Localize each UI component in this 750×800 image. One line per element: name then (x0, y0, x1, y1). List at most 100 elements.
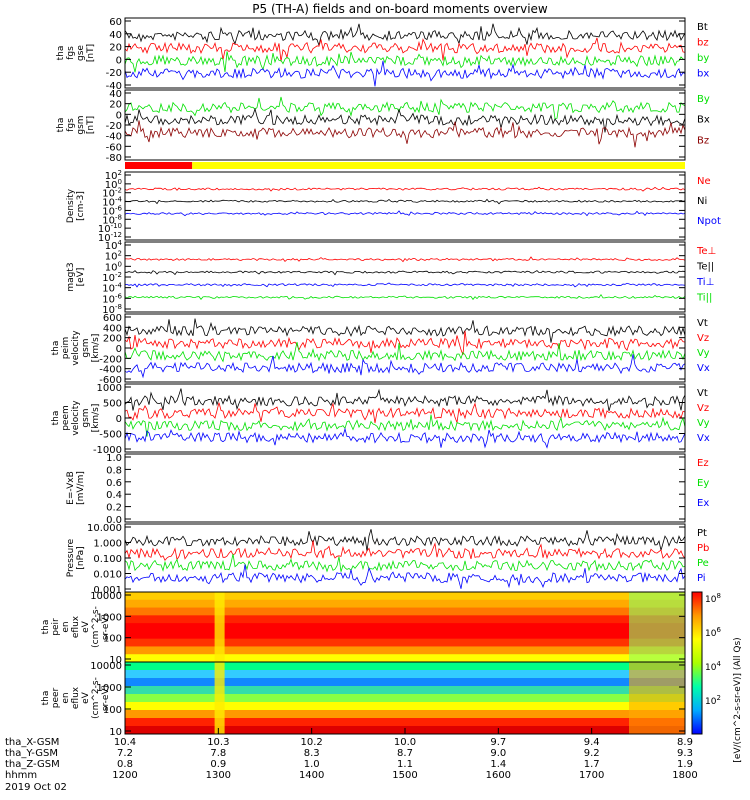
y-tick-label: -20 (106, 68, 122, 79)
spectrogram-band (125, 654, 685, 663)
legend-pressure-Pe: Pe (697, 558, 709, 569)
legend-density-Ni: Ni (697, 196, 707, 207)
series-fgs_gse-by (124, 51, 686, 73)
legend-efield-Ey: Ey (697, 478, 709, 489)
y-tick-label: 0 (116, 55, 122, 66)
xaxis-value: 1.7 (584, 759, 600, 770)
y-axis-label: [nT] (86, 116, 96, 134)
y-tick-label: 1.000 (93, 539, 122, 550)
y-axis-label: [mV/m] (76, 471, 86, 505)
y-axis-label: peer (51, 687, 61, 708)
series-peim_velocity-Vz (124, 330, 686, 355)
y-axis-label: eV (81, 620, 91, 633)
series-pressure-Pb (124, 540, 686, 562)
y-axis-label: [km/s] (91, 334, 101, 363)
legend-peim_velocity-Vz: Vz (697, 333, 709, 344)
y-axis-label: tha (41, 691, 51, 706)
y-tick-label: 100 (105, 260, 122, 273)
xaxis-value: 9.2 (584, 748, 600, 759)
legend-peim_velocity-Vx: Vx (697, 363, 710, 374)
xaxis-value: 1300 (206, 770, 231, 781)
y-tick-label: 1000 (97, 612, 122, 623)
series-fgs_gse-bx (124, 60, 686, 87)
legend-fgs_gsm-Bz: Bz (697, 135, 709, 146)
y-tick-label: 0.4 (106, 490, 122, 501)
xaxis-value: 1.0 (304, 759, 320, 770)
panel-frame (124, 89, 686, 161)
mode-bar-red (125, 162, 193, 169)
y-axis-label: [eV] (76, 268, 86, 287)
legend-fgs_gse-bz: bz (697, 38, 709, 49)
xaxis-value: 10.3 (207, 737, 229, 748)
xaxis-value: 1600 (486, 770, 511, 781)
series-fgs_gsm-Bx (124, 107, 686, 133)
series-peem_velocity-Vx (124, 427, 686, 449)
legend-peem_velocity-Vx: Vx (697, 433, 710, 444)
y-axis-label: velocity (71, 400, 81, 436)
y-axis-label: tha (51, 341, 61, 356)
xaxis-value: 1.1 (397, 759, 413, 770)
y-tick-label: 10.000 (87, 523, 122, 534)
y-tick-label: -500 (99, 430, 122, 441)
xaxis-value: 1.4 (490, 759, 506, 770)
y-tick-label: 0.8 (106, 465, 122, 476)
y-tick-label: 10 (109, 655, 122, 666)
y-tick-label: 10-2 (102, 187, 122, 200)
spectrogram-band (125, 662, 685, 671)
y-tick-label: 200 (103, 334, 122, 345)
y-tick-label: 500 (103, 399, 122, 410)
colorbar-tick-label: 106 (705, 626, 721, 639)
y-tick-label: 10-12 (98, 231, 122, 244)
legend-density-Npot: Npot (697, 216, 721, 227)
y-axis-label: eflux (71, 686, 81, 709)
y-tick-label: -40 (106, 81, 122, 92)
y-tick-label: 0 (116, 414, 122, 425)
series-density-Ne (124, 186, 686, 192)
legend-pressure-Pt: Pt (697, 528, 707, 539)
y-axis-label: gsm (76, 115, 86, 134)
legend-peem_velocity-Vz: Vz (697, 403, 709, 414)
y-tick-label: 10-4 (102, 196, 122, 209)
panel-fgs_gse: 60 40 200 -20 -40 tha fgs gse [nT] Bt bz by bx (56, 17, 709, 92)
series-fgs_gse-Bt (124, 23, 686, 47)
y-tick-label: -600 (99, 375, 122, 386)
legend-peim_velocity-Vy: Vy (697, 348, 710, 359)
y-axis-label: peem (61, 405, 71, 431)
panel-peir_spectrogram: 10000 1000 100 10 tha peir en eflux eV (cm^2-s-sr… (41, 591, 686, 666)
panel-peem_velocity: 1000 500 0 -500 -1000 tha peem velocity gsm [km/s… (51, 383, 710, 456)
y-axis-label: gse (76, 45, 86, 61)
y-axis-label: E=-VxB (66, 471, 76, 505)
y-axis-label: Density (66, 188, 76, 223)
y-tick-label: 0.6 (106, 478, 122, 489)
xaxis-row-label: tha_X-GSM (5, 737, 59, 748)
y-tick-label: 10-8 (102, 303, 122, 316)
y-tick-label: 600 (103, 313, 122, 324)
legend-fgs_gse-bx: bx (697, 69, 709, 80)
y-tick-label: 20 (109, 43, 122, 54)
colorbar-tick-label: 104 (705, 660, 721, 673)
legend-density-Ne: Ne (697, 176, 711, 187)
xaxis-value: 9.0 (490, 748, 506, 759)
y-tick-label: 10-2 (102, 271, 122, 284)
xaxis-value: 10.4 (114, 737, 136, 748)
xaxis-value: 1500 (392, 770, 417, 781)
y-tick-label: -60 (106, 142, 122, 153)
spectrogram-band (125, 615, 685, 624)
spectrogram-feature (629, 662, 685, 734)
y-tick-label: 10-8 (102, 213, 122, 226)
y-axis-label: tha (41, 620, 51, 635)
colorbar-tick-label: 102 (705, 694, 721, 707)
series-peim_velocity-Vx (124, 354, 686, 379)
series-peem_velocity-Vy (124, 414, 686, 437)
spectrogram-band (125, 623, 685, 632)
y-tick-label: 10000 (90, 661, 122, 672)
spectrogram-feature (629, 592, 685, 662)
panel-frame (124, 241, 686, 313)
spectrogram-band (125, 607, 685, 616)
spectrogram-band (125, 710, 685, 719)
y-tick-label: 40 (109, 30, 122, 41)
y-tick-label: 1000 (97, 383, 122, 394)
